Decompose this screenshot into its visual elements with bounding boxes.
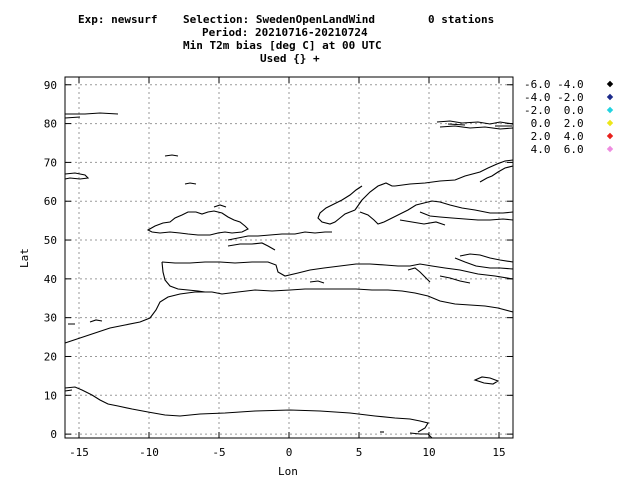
y-tick-label: 30 bbox=[44, 312, 57, 325]
used-label: Used {} + bbox=[260, 52, 320, 65]
selection-name: Selection: SwedenOpenLandWind bbox=[183, 13, 375, 26]
legend-marker bbox=[606, 106, 614, 114]
y-tick-label: 70 bbox=[44, 156, 57, 169]
legend-marker bbox=[606, 80, 614, 88]
x-tick-label: -10 bbox=[139, 446, 159, 459]
legend-marker bbox=[606, 119, 614, 127]
y-tick-label: 20 bbox=[44, 350, 57, 363]
legend-label: 4.0 6.0 bbox=[524, 143, 584, 156]
legend-marker bbox=[606, 145, 614, 153]
legend-marker bbox=[606, 93, 614, 101]
x-tick-label: 10 bbox=[422, 446, 435, 459]
station-count: 0 stations bbox=[428, 13, 494, 26]
experiment-name: Exp: newsurf bbox=[78, 13, 157, 26]
period-label: Period: 20210716-20210724 bbox=[202, 26, 368, 39]
variable-label: Min T2m bias [deg C] at 00 UTC bbox=[183, 39, 382, 52]
x-tick-label: 15 bbox=[492, 446, 505, 459]
y-tick-labels: 0 10 20 30 40 50 60 70 80 90 bbox=[44, 79, 57, 441]
y-tick-label: 60 bbox=[44, 195, 57, 208]
x-tick-labels: -15 -10 -5 0 5 10 15 bbox=[69, 446, 506, 459]
legend-label: -4.0 -2.0 bbox=[524, 91, 584, 104]
y-tick-label: 90 bbox=[44, 79, 57, 92]
x-tick-label: 5 bbox=[356, 446, 363, 459]
coastlines bbox=[64, 112, 514, 439]
x-tick-label: -5 bbox=[212, 446, 225, 459]
legend-label: 2.0 4.0 bbox=[524, 130, 584, 143]
grid-lines bbox=[65, 77, 513, 438]
x-tick-label: 0 bbox=[286, 446, 293, 459]
axis-ticks bbox=[65, 77, 513, 438]
y-tick-label: 0 bbox=[50, 428, 57, 441]
x-tick-label: -15 bbox=[69, 446, 89, 459]
x-axis-label: Lon bbox=[278, 465, 298, 478]
figure-header: Exp: newsurf Selection: SwedenOpenLandWi… bbox=[78, 13, 494, 65]
y-tick-label: 50 bbox=[44, 234, 57, 247]
legend-label: -6.0 -4.0 bbox=[524, 78, 584, 91]
legend-label: 0.0 2.0 bbox=[524, 117, 584, 130]
y-tick-label: 80 bbox=[44, 118, 57, 131]
y-axis-label: Lat bbox=[18, 248, 31, 268]
y-tick-label: 10 bbox=[44, 389, 57, 402]
legend-marker bbox=[606, 132, 614, 140]
legend: -6.0 -4.0-4.0 -2.0-2.0 0.0 0.0 2.0 2.0 4… bbox=[524, 78, 614, 156]
legend-label: -2.0 0.0 bbox=[524, 104, 584, 117]
y-tick-label: 40 bbox=[44, 273, 57, 286]
